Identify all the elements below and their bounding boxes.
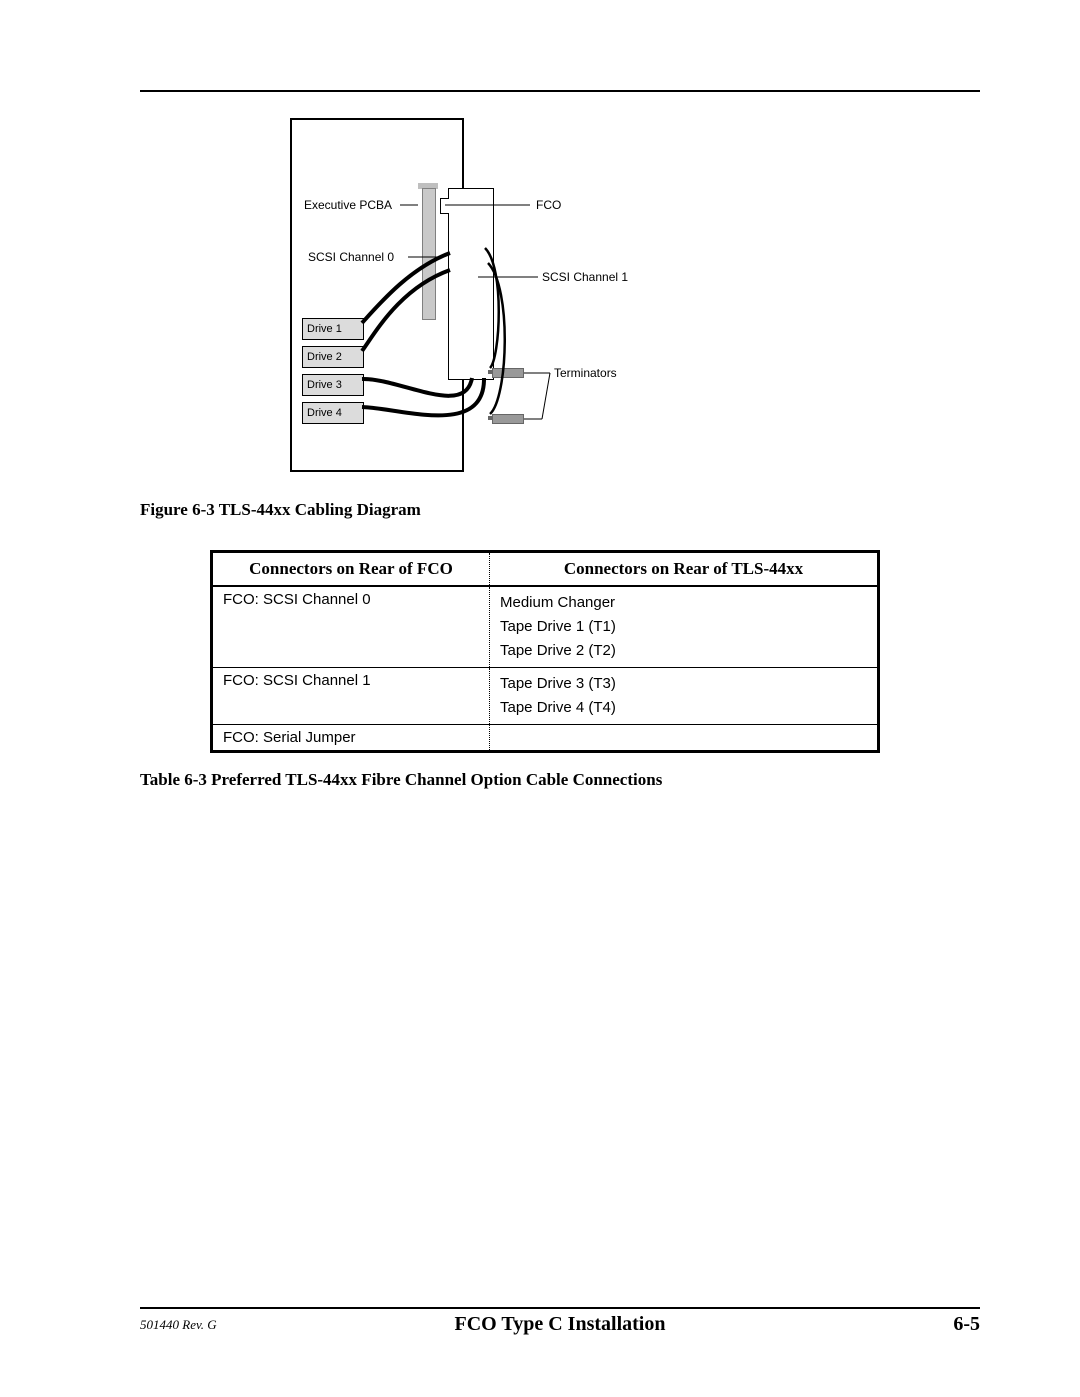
table-caption: Table 6-3 Preferred TLS-44xx Fibre Chann…	[140, 770, 662, 790]
label-scsi0: SCSI Channel 0	[308, 250, 394, 264]
document-page: Drive 1 Drive 2 Drive 3 Drive 4 Executiv…	[0, 0, 1080, 1397]
label-scsi1: SCSI Channel 1	[542, 270, 628, 284]
page-footer: 501440 Rev. G FCO Type C Installation 6-…	[140, 1307, 980, 1343]
table-row: FCO: Serial Jumper	[212, 725, 879, 752]
connectors-table: Connectors on Rear of FCO Connectors on …	[210, 550, 880, 753]
table-row: FCO: SCSI Channel 1 Tape Drive 3 (T3) Ta…	[212, 668, 879, 725]
cable-wires	[290, 118, 730, 468]
table-cell-line: Tape Drive 1 (T1)	[500, 615, 867, 639]
table-cell-c1: FCO: SCSI Channel 1	[212, 668, 490, 725]
table-cell-c2: Medium Changer Tape Drive 1 (T1) Tape Dr…	[490, 586, 879, 668]
table-cell-line: Tape Drive 3 (T3)	[500, 672, 867, 696]
footer-right: 6-5	[953, 1313, 980, 1336]
cabling-diagram: Drive 1 Drive 2 Drive 3 Drive 4 Executiv…	[290, 118, 730, 468]
table-cell-line: Tape Drive 2 (T2)	[500, 639, 867, 663]
top-rule	[140, 90, 980, 92]
table-header-1: Connectors on Rear of FCO	[212, 552, 490, 587]
figure-caption: Figure 6-3 TLS-44xx Cabling Diagram	[140, 500, 421, 520]
label-fco: FCO	[536, 198, 561, 212]
table-header-2: Connectors on Rear of TLS-44xx	[490, 552, 879, 587]
table-row: FCO: SCSI Channel 0 Medium Changer Tape …	[212, 586, 879, 668]
label-executive-pcba: Executive PCBA	[304, 198, 392, 212]
table-cell-c1: FCO: Serial Jumper	[212, 725, 490, 752]
table-cell-c2	[490, 725, 879, 752]
table-cell-c1: FCO: SCSI Channel 0	[212, 586, 490, 668]
table-cell-line: Medium Changer	[500, 591, 867, 615]
table-cell-c2: Tape Drive 3 (T3) Tape Drive 4 (T4)	[490, 668, 879, 725]
footer-center: FCO Type C Installation	[140, 1313, 980, 1336]
label-terminators: Terminators	[554, 366, 617, 380]
table-cell-line: Tape Drive 4 (T4)	[500, 696, 867, 720]
table-header-row: Connectors on Rear of FCO Connectors on …	[212, 552, 879, 587]
